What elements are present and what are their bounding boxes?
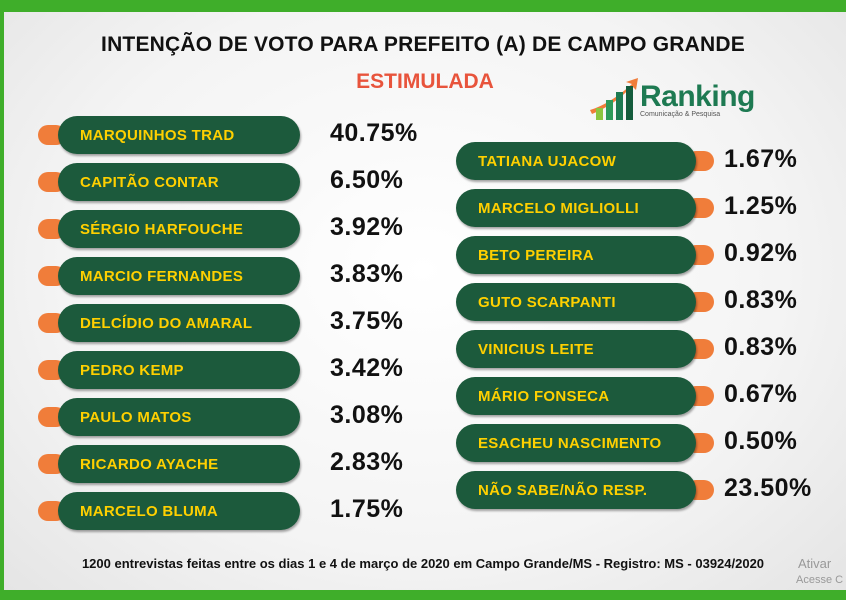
vote-percentage-label: 0.50% (724, 427, 798, 455)
candidate-row: PAULO MATOS 3.08% (0, 398, 846, 438)
candidate-row: GUTO SCARPANTI 0.83% (0, 283, 846, 323)
vote-percentage-label: 1.75% (330, 495, 404, 523)
ranking-logo-icon (590, 78, 638, 120)
candidate-row: MARCELO MIGLIOLLI 1.25% (0, 189, 846, 229)
candidate-row: PEDRO KEMP 3.42% (0, 351, 846, 391)
candidate-row: TATIANA UJACOW 1.67% (0, 142, 846, 182)
candidate-row: MÁRIO FONSECA 0.67% (0, 377, 846, 417)
candidate-name-label: RICARDO AYACHE (58, 445, 300, 483)
vote-percentage-label: 3.42% (330, 354, 404, 382)
candidate-row: VINICIUS LEITE 0.83% (0, 330, 846, 370)
candidate-row: ESACHEU NASCIMENTO 0.50% (0, 424, 846, 464)
vote-percentage-label: 40.75% (330, 119, 418, 147)
candidate-row: BETO PEREIRA 0.92% (0, 236, 846, 276)
candidate-name-label: PAULO MATOS (58, 398, 300, 436)
candidate-name-label: DELCÍDIO DO AMARAL (58, 304, 300, 342)
candidate-name-label: BETO PEREIRA (456, 236, 696, 274)
candidate-name-label: MÁRIO FONSECA (456, 377, 696, 415)
candidate-row: MARQUINHOS TRAD 40.75% (0, 116, 846, 156)
vote-percentage-label: 3.83% (330, 260, 404, 288)
candidate-name-label: SÉRGIO HARFOUCHE (58, 210, 300, 248)
vote-percentage-label: 3.75% (330, 307, 404, 335)
candidate-name-label: CAPITÃO CONTAR (58, 163, 300, 201)
chart-subtitle: ESTIMULADA (356, 70, 494, 93)
candidate-name-label: VINICIUS LEITE (456, 330, 696, 368)
candidate-row: DELCÍDIO DO AMARAL 3.75% (0, 304, 846, 344)
vote-percentage-label: 1.25% (724, 192, 798, 220)
activation-watermark-line1: Ativar (798, 556, 832, 571)
candidate-name-label: MARCIO FERNANDES (58, 257, 300, 295)
candidate-name-label: TATIANA UJACOW (456, 142, 696, 180)
candidate-name-label: MARQUINHOS TRAD (58, 116, 300, 154)
candidate-name-label: NÃO SABE/NÃO RESP. (456, 471, 696, 509)
vote-percentage-label: 3.92% (330, 213, 404, 241)
candidate-row: MARCIO FERNANDES 3.83% (0, 257, 846, 297)
candidate-name-label: GUTO SCARPANTI (456, 283, 696, 321)
candidate-name-label: MARCELO MIGLIOLLI (456, 189, 696, 227)
vote-percentage-label: 2.83% (330, 448, 404, 476)
top-accent-bar (0, 0, 846, 12)
logo-wordmark: Ranking (640, 80, 755, 113)
vote-percentage-label: 1.67% (724, 145, 798, 173)
candidate-name-label: PEDRO KEMP (58, 351, 300, 389)
candidate-name-label: MARCELO BLUMA (58, 492, 300, 530)
logo-tagline: Comunicação & Pesquisa (640, 111, 721, 118)
candidate-name-label: ESACHEU NASCIMENTO (456, 424, 696, 462)
activation-watermark-line2: Acesse C (796, 574, 844, 586)
candidate-row: RICARDO AYACHE 2.83% (0, 445, 846, 485)
footer-note: 1200 entrevistas feitas entre os dias 1 … (81, 556, 765, 571)
vote-percentage-label: 23.50% (724, 474, 812, 502)
vote-percentage-label: 3.08% (330, 401, 404, 429)
vote-percentage-label: 0.83% (724, 286, 798, 314)
chart-title: INTENÇÃO DE VOTO PARA PREFEITO (A) DE CA… (101, 33, 745, 56)
vote-percentage-label: 0.83% (724, 333, 798, 361)
vote-percentage-label: 0.67% (724, 380, 798, 408)
left-accent-bar (0, 0, 4, 600)
vote-percentage-label: 6.50% (330, 166, 404, 194)
candidate-row: CAPITÃO CONTAR 6.50% (0, 163, 846, 203)
candidate-row: MARCELO BLUMA 1.75% (0, 492, 846, 532)
bottom-accent-bar (0, 590, 846, 600)
candidate-row: SÉRGIO HARFOUCHE 3.92% (0, 210, 846, 250)
vote-percentage-label: 0.92% (724, 239, 798, 267)
candidate-row: NÃO SABE/NÃO RESP. 23.50% (0, 471, 846, 511)
